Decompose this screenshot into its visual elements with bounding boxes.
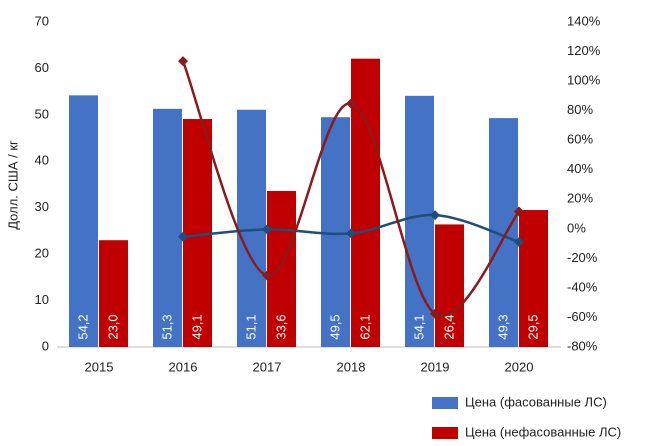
line-marker (514, 206, 524, 217)
y-tick-label: 70 (35, 13, 49, 28)
line-marker (262, 224, 272, 235)
data-label: 51,3 (159, 314, 174, 339)
y2-tick-label: 140% (567, 13, 601, 28)
bar (267, 191, 296, 347)
y2-tick-label: 20% (567, 191, 593, 206)
legend-swatch (432, 397, 458, 409)
data-label: 54,2 (75, 314, 90, 339)
bar (351, 58, 380, 348)
y2-tick-label: 120% (567, 43, 601, 58)
bar (153, 108, 182, 347)
y-tick-label: 60 (35, 60, 49, 75)
bar (405, 95, 434, 347)
y-tick-label: 30 (35, 199, 49, 214)
y2-tick-label: 60% (567, 132, 593, 147)
y-tick-label: 40 (35, 153, 49, 168)
line-marker (346, 228, 356, 239)
data-label: 49,5 (327, 314, 342, 339)
y-tick-label: 50 (35, 106, 49, 121)
y2-tick-label: -80% (567, 338, 598, 353)
line-marker (514, 236, 524, 247)
x-tick-label: 2017 (253, 359, 282, 374)
x-tick-label: 2020 (505, 359, 534, 374)
y-tick-label: 10 (35, 292, 49, 307)
data-label: 26,4 (441, 314, 456, 339)
line-marker (430, 210, 440, 221)
data-label: 23,0 (105, 314, 120, 339)
bar (99, 240, 128, 347)
y-tick-label: 20 (35, 246, 49, 261)
line-marker (178, 56, 188, 67)
y2-tick-label: 80% (567, 102, 593, 117)
data-label: 29,5 (525, 314, 540, 339)
x-tick-label: 2016 (169, 359, 198, 374)
legend-label: Цена (фасованные ЛС) (465, 394, 607, 409)
bar (435, 224, 464, 347)
legend-swatch (432, 427, 458, 439)
y-tick-label: 0 (42, 338, 49, 353)
y2-tick-label: -60% (567, 309, 598, 324)
y2-tick-label: 0% (567, 220, 586, 235)
x-tick-label: 2019 (421, 359, 450, 374)
data-label: 33,6 (273, 314, 288, 339)
x-tick-label: 2018 (337, 359, 366, 374)
line-marker (430, 308, 440, 319)
y2-tick-label: -40% (567, 279, 598, 294)
data-label: 49,3 (495, 314, 510, 339)
line-marker (178, 231, 188, 242)
y2-tick-label: -20% (567, 250, 598, 265)
line-marker (262, 270, 272, 281)
data-label: 49,1 (189, 314, 204, 339)
x-tick-label: 2015 (85, 359, 114, 374)
y-axis-title: Долл. США / кг (5, 140, 20, 230)
bar (519, 210, 548, 347)
data-label: 54,1 (411, 314, 426, 339)
y2-tick-label: 40% (567, 161, 593, 176)
line-marker (346, 98, 356, 109)
bar (321, 117, 350, 347)
data-label: 51,1 (243, 314, 258, 339)
bar (69, 95, 98, 347)
y2-tick-label: 100% (567, 73, 601, 88)
data-label: 62,1 (357, 314, 372, 339)
legend-label: Цена (нефасованные ЛС) (465, 424, 621, 439)
